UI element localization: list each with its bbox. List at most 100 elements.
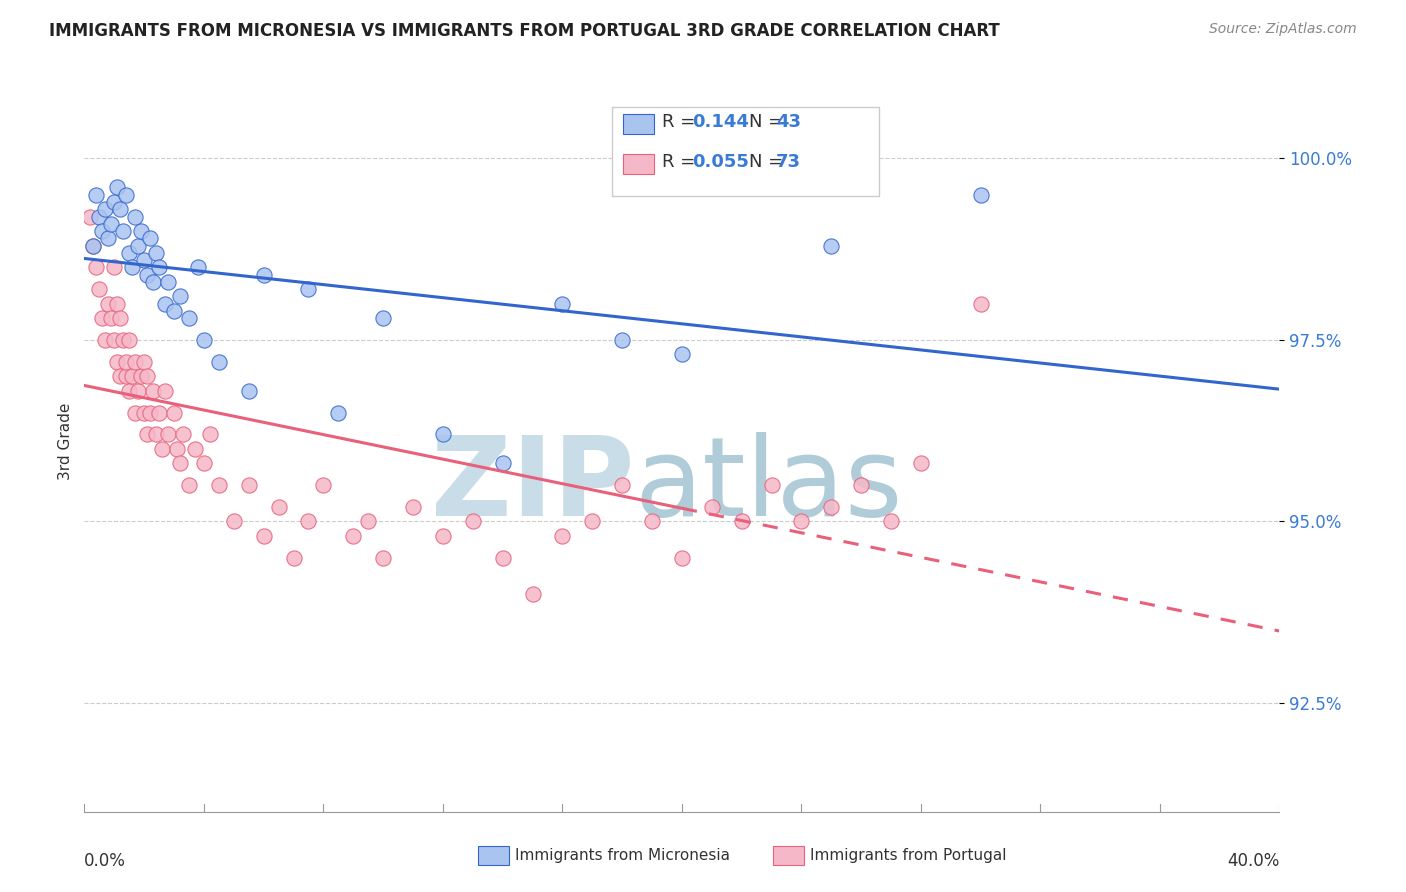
Point xyxy=(297,282,319,296)
Text: Immigrants from Micronesia: Immigrants from Micronesia xyxy=(515,848,730,863)
Point xyxy=(208,478,231,492)
Point xyxy=(124,210,146,224)
Point xyxy=(105,296,128,310)
Text: N =: N = xyxy=(749,113,789,131)
Point xyxy=(671,347,693,361)
Point xyxy=(193,456,215,470)
Point xyxy=(193,333,215,347)
Point xyxy=(136,369,159,384)
Point xyxy=(86,260,108,275)
Point xyxy=(97,231,120,245)
Text: atlas: atlas xyxy=(634,433,903,540)
Point xyxy=(551,529,574,543)
Point xyxy=(166,442,188,456)
Point xyxy=(851,478,873,492)
Point xyxy=(129,369,152,384)
Text: 0.144: 0.144 xyxy=(692,113,748,131)
Point xyxy=(103,260,125,275)
Point xyxy=(124,354,146,368)
Point xyxy=(970,296,993,310)
Point xyxy=(89,282,111,296)
Text: ZIP: ZIP xyxy=(430,433,634,540)
Point xyxy=(461,515,484,529)
Text: Source: ZipAtlas.com: Source: ZipAtlas.com xyxy=(1209,22,1357,37)
Point xyxy=(94,202,117,217)
Point xyxy=(82,238,104,252)
Point xyxy=(118,384,141,398)
Point xyxy=(641,515,664,529)
Point xyxy=(82,238,104,252)
Point xyxy=(79,210,101,224)
Point xyxy=(880,515,903,529)
Point xyxy=(118,245,141,260)
Point xyxy=(150,442,173,456)
Point xyxy=(115,369,138,384)
Point xyxy=(142,275,165,289)
Point xyxy=(910,456,932,470)
Text: 73: 73 xyxy=(776,153,801,171)
Point xyxy=(177,311,200,326)
Point xyxy=(127,238,149,252)
Point xyxy=(342,529,364,543)
Point xyxy=(139,231,162,245)
Point xyxy=(267,500,290,514)
Point xyxy=(373,550,395,565)
Text: N =: N = xyxy=(749,153,789,171)
Point xyxy=(148,405,170,419)
Point xyxy=(142,384,165,398)
Text: 0.0%: 0.0% xyxy=(84,852,127,870)
Point xyxy=(153,384,176,398)
Point xyxy=(103,194,125,209)
Text: IMMIGRANTS FROM MICRONESIA VS IMMIGRANTS FROM PORTUGAL 3RD GRADE CORRELATION CHA: IMMIGRANTS FROM MICRONESIA VS IMMIGRANTS… xyxy=(49,22,1000,40)
Point xyxy=(184,442,207,456)
Point xyxy=(157,275,180,289)
Point xyxy=(731,515,754,529)
Point xyxy=(402,500,425,514)
Point xyxy=(145,245,167,260)
Point xyxy=(148,260,170,275)
Point xyxy=(198,427,221,442)
Point xyxy=(222,515,245,529)
Point xyxy=(312,478,335,492)
Point xyxy=(118,333,141,347)
Point xyxy=(551,296,574,310)
Point xyxy=(790,515,813,529)
Point xyxy=(103,333,125,347)
Point xyxy=(432,427,454,442)
Text: R =: R = xyxy=(662,113,702,131)
Point xyxy=(432,529,454,543)
Point xyxy=(121,260,143,275)
Point xyxy=(581,515,603,529)
Point xyxy=(100,311,122,326)
Point xyxy=(97,296,120,310)
Point xyxy=(124,405,146,419)
Point xyxy=(357,515,380,529)
Point xyxy=(820,238,842,252)
Point xyxy=(671,550,693,565)
Point xyxy=(612,333,634,347)
Point xyxy=(238,384,260,398)
Point xyxy=(145,427,167,442)
Point xyxy=(328,405,350,419)
Point xyxy=(94,333,117,347)
Point xyxy=(492,456,515,470)
Point xyxy=(132,253,156,268)
Point xyxy=(169,456,191,470)
Point xyxy=(115,354,138,368)
Point xyxy=(132,405,156,419)
Point xyxy=(253,268,276,282)
Point xyxy=(492,550,515,565)
Point xyxy=(110,369,132,384)
Point xyxy=(208,354,231,368)
Point xyxy=(172,427,194,442)
Point xyxy=(112,333,135,347)
Point xyxy=(86,187,108,202)
Text: Immigrants from Portugal: Immigrants from Portugal xyxy=(810,848,1007,863)
Point xyxy=(820,500,842,514)
Point xyxy=(112,224,135,238)
Point xyxy=(700,500,723,514)
Point xyxy=(761,478,783,492)
Point xyxy=(121,369,143,384)
Point xyxy=(187,260,209,275)
Text: 0.055: 0.055 xyxy=(692,153,748,171)
